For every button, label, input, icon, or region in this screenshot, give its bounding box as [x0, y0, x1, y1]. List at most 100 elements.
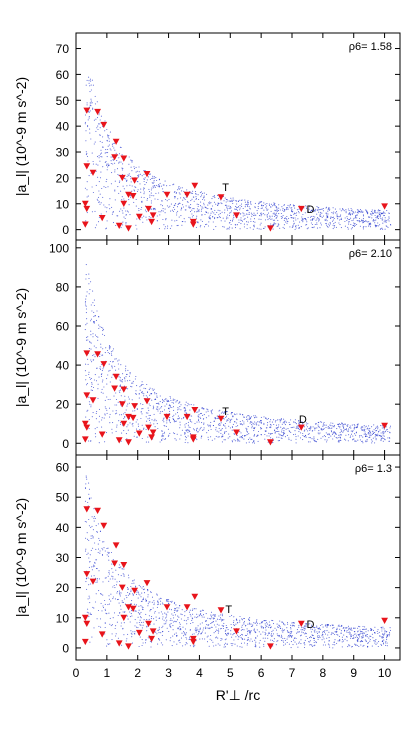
background-dot — [90, 98, 92, 100]
background-dot — [247, 420, 249, 422]
background-dot — [121, 380, 123, 382]
background-dot — [339, 639, 341, 641]
background-dot — [370, 433, 372, 435]
background-dot — [246, 227, 248, 230]
background-dot — [370, 629, 373, 631]
background-dot — [153, 420, 155, 422]
data-point — [149, 429, 157, 436]
background-dot — [237, 440, 239, 442]
background-dot — [96, 156, 99, 158]
y-axis-label: |a_l| (10^-9 m s^-2) — [13, 288, 29, 407]
background-dot — [333, 226, 335, 228]
x-tick-label: 0 — [73, 666, 80, 680]
background-dot — [108, 348, 110, 350]
background-dot — [135, 428, 138, 430]
data-point — [183, 413, 191, 421]
background-dot — [264, 226, 266, 228]
background-dot — [376, 435, 379, 437]
background-dot — [192, 214, 194, 217]
background-dot — [145, 598, 147, 600]
background-dot — [207, 410, 209, 412]
background-dot — [328, 640, 330, 642]
background-dot — [377, 214, 379, 217]
background-dot — [168, 404, 170, 407]
background-dot — [295, 442, 297, 444]
background-dot — [127, 618, 129, 620]
background-dot — [196, 617, 198, 619]
background-dot — [223, 625, 225, 627]
background-dot — [249, 202, 252, 204]
background-dot — [238, 221, 240, 224]
background-dot — [151, 393, 153, 395]
background-dot — [99, 326, 101, 328]
background-dot — [161, 602, 163, 604]
background-dot — [150, 393, 152, 395]
background-dot — [231, 412, 233, 414]
background-dot — [175, 632, 177, 634]
background-dot — [178, 616, 180, 618]
background-dot — [137, 175, 139, 177]
background-dot — [324, 439, 326, 441]
background-dot — [236, 622, 238, 624]
background-dot — [348, 434, 350, 436]
background-dot — [316, 636, 319, 638]
background-dot — [181, 614, 183, 616]
background-dot — [289, 226, 291, 228]
background-dot — [198, 631, 200, 633]
background-dot — [91, 310, 93, 312]
background-dot — [307, 433, 309, 435]
background-dot — [169, 625, 171, 627]
background-dot — [369, 226, 371, 228]
background-dot — [208, 645, 210, 647]
background-dot — [159, 401, 161, 403]
background-dot — [90, 359, 92, 361]
background-dot — [211, 413, 213, 415]
background-dot — [150, 608, 152, 611]
background-dot — [245, 209, 248, 212]
background-dot — [299, 635, 302, 637]
background-dot — [130, 178, 132, 180]
background-dot — [201, 214, 203, 216]
x-tick-label: 4 — [196, 666, 203, 680]
background-dot — [332, 224, 334, 226]
background-dot — [363, 628, 365, 630]
background-dot — [148, 216, 150, 218]
background-dot — [85, 312, 87, 314]
background-dot — [214, 218, 216, 220]
background-dot — [273, 640, 275, 643]
background-dot — [317, 628, 319, 630]
background-dot — [309, 429, 311, 432]
background-dot — [179, 623, 181, 625]
background-dot — [130, 166, 132, 168]
background-dot — [124, 378, 126, 380]
background-dot — [87, 336, 89, 338]
background-dot — [114, 162, 116, 164]
data-point — [191, 593, 199, 600]
background-dot — [275, 420, 277, 422]
background-dot — [382, 626, 384, 628]
background-dot — [223, 411, 225, 413]
background-dot — [169, 623, 171, 625]
background-dot — [375, 217, 377, 219]
background-dot — [294, 228, 296, 231]
background-dot — [200, 613, 202, 615]
background-dot — [236, 413, 238, 415]
background-dot — [229, 212, 231, 214]
background-dot — [246, 418, 248, 420]
background-dot — [293, 639, 295, 641]
background-dot — [275, 424, 278, 426]
background-dot — [327, 425, 329, 428]
background-dot — [156, 396, 158, 398]
background-dot — [184, 435, 186, 437]
background-dot — [300, 634, 302, 636]
background-dot — [106, 163, 108, 165]
background-dot — [308, 428, 310, 430]
background-dot — [85, 363, 87, 365]
background-dot — [176, 214, 178, 216]
background-dot — [195, 198, 197, 201]
background-dot — [178, 188, 181, 190]
background-dot — [348, 212, 350, 215]
background-dot — [87, 358, 89, 360]
background-dot — [170, 637, 172, 639]
background-dot — [215, 626, 217, 628]
